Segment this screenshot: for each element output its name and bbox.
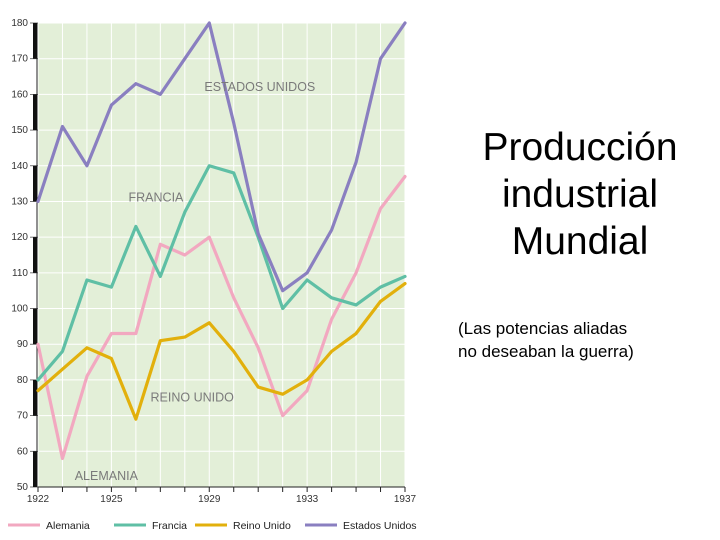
y-tick-label: 80 xyxy=(17,375,29,386)
series-line-alemania xyxy=(36,174,407,461)
series-line-reino-unido xyxy=(36,281,407,421)
y-tick-label: 60 xyxy=(17,446,29,457)
y-axis-block xyxy=(33,94,37,131)
series-annotation: ESTADOS UNIDOS xyxy=(204,80,315,94)
grid-lines xyxy=(37,22,406,488)
series-line-francia xyxy=(36,164,407,382)
y-tick-label: 50 xyxy=(17,482,29,493)
y-axis-block xyxy=(33,379,37,416)
industrial-production-chart: 50 60 70 80 90 100 110 120 130 140 150 160 170 180 192… xyxy=(8,18,417,532)
x-tick-label: 1933 xyxy=(296,494,319,505)
slide-title: Producción industrial Mundial xyxy=(440,124,720,265)
y-tick-label: 170 xyxy=(11,54,28,65)
y-axis-block xyxy=(33,237,37,273)
legend-label: Reino Unido xyxy=(233,520,291,532)
axes: 50 60 70 80 90 100 110 120 130 140 150 160 170 180 192… xyxy=(11,18,416,505)
y-axis-block xyxy=(33,23,37,59)
x-tick-label: 1937 xyxy=(394,494,417,505)
y-tick-label: 140 xyxy=(11,161,28,172)
y-tick-label: 160 xyxy=(11,89,28,100)
y-tick-label: 130 xyxy=(11,196,28,207)
legend-label: Francia xyxy=(152,520,187,532)
legend-label: Alemania xyxy=(46,520,90,532)
y-tick-label: 180 xyxy=(11,18,28,29)
y-axis-block xyxy=(33,165,37,202)
legend-label: Estados Unidos xyxy=(343,520,417,532)
y-tick-label: 110 xyxy=(12,268,28,279)
series-line-estados-unidos xyxy=(36,21,407,293)
note-line: (Las potencias aliadas xyxy=(458,319,628,338)
series-annotation: REINO UNIDO xyxy=(151,390,235,404)
x-tick-label: 1922 xyxy=(27,494,50,505)
y-tick-label: 150 xyxy=(11,125,28,136)
series-annotations: ESTADOS UNIDOS FRANCIA REINO UNIDO ALEMANIA xyxy=(75,80,316,483)
title-line: Producción xyxy=(482,126,678,169)
y-tick-label: 70 xyxy=(17,411,29,422)
y-axis-block xyxy=(33,451,37,487)
y-tick-label: 90 xyxy=(17,339,29,350)
note-line: no deseaban la guerra) xyxy=(458,342,634,361)
y-axis-block xyxy=(33,308,37,345)
x-tick-label: 1929 xyxy=(198,494,221,505)
title-line: Mundial xyxy=(511,220,649,263)
plot-background xyxy=(38,23,405,487)
series-lines xyxy=(36,21,407,461)
y-tick-label: 100 xyxy=(11,304,28,315)
slide-note: (Las potencias aliadas no deseaban la gu… xyxy=(458,317,720,363)
series-annotation: ALEMANIA xyxy=(75,469,139,483)
x-tick-label: 1925 xyxy=(100,494,123,505)
y-tick-label: 120 xyxy=(11,232,28,243)
title-line: industrial xyxy=(501,173,659,216)
series-annotation: FRANCIA xyxy=(129,190,185,204)
legend: Alemania Francia Reino Unido Estados Unidos xyxy=(8,520,417,532)
